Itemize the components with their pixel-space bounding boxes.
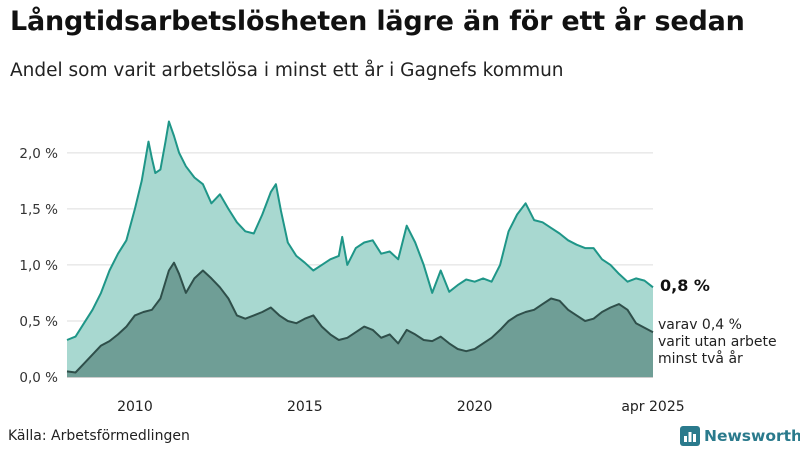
- x-tick-label: 2020: [457, 399, 493, 415]
- data-areas: [66, 120, 654, 377]
- chart-title: Långtidsarbetslösheten lägre än för ett …: [10, 6, 745, 37]
- brand-logo: Newsworthy: [680, 426, 800, 446]
- note-line-2: varit utan arbete: [658, 334, 777, 350]
- bar-chart-icon: [680, 426, 700, 446]
- y-tick-label: 2,0 %: [19, 146, 58, 162]
- two-year-series-line: [66, 261, 654, 374]
- y-tick-label: 0,0 %: [19, 370, 58, 386]
- y-tick-label: 1,5 %: [19, 202, 58, 218]
- two-year-series-area: [67, 262, 653, 377]
- x-tick-label: 2015: [287, 399, 323, 415]
- note-line-3: minst två år: [658, 350, 743, 367]
- axis-labels: 0,0 % 0,5 % 1,0 % 1,5 % 2,0 % 2010 2015 2020 apr…: [19, 146, 684, 415]
- x-tick-label: apr 2025: [621, 399, 684, 415]
- total-series-line: [66, 120, 654, 341]
- latest-value-label: 0,8 %: [660, 276, 710, 295]
- brand-name: Newsworthy: [704, 427, 800, 445]
- y-tick-label: 0,5 %: [19, 314, 58, 330]
- source-note: Källa: Arbetsförmedlingen: [8, 428, 190, 444]
- chart-subtitle: Andel som varit arbetslösa i minst ett å…: [10, 60, 564, 81]
- y-tick-label: 1,0 %: [19, 258, 58, 274]
- x-tick-label: 2010: [117, 399, 153, 415]
- note-line-1: varav 0,4 %: [658, 317, 742, 333]
